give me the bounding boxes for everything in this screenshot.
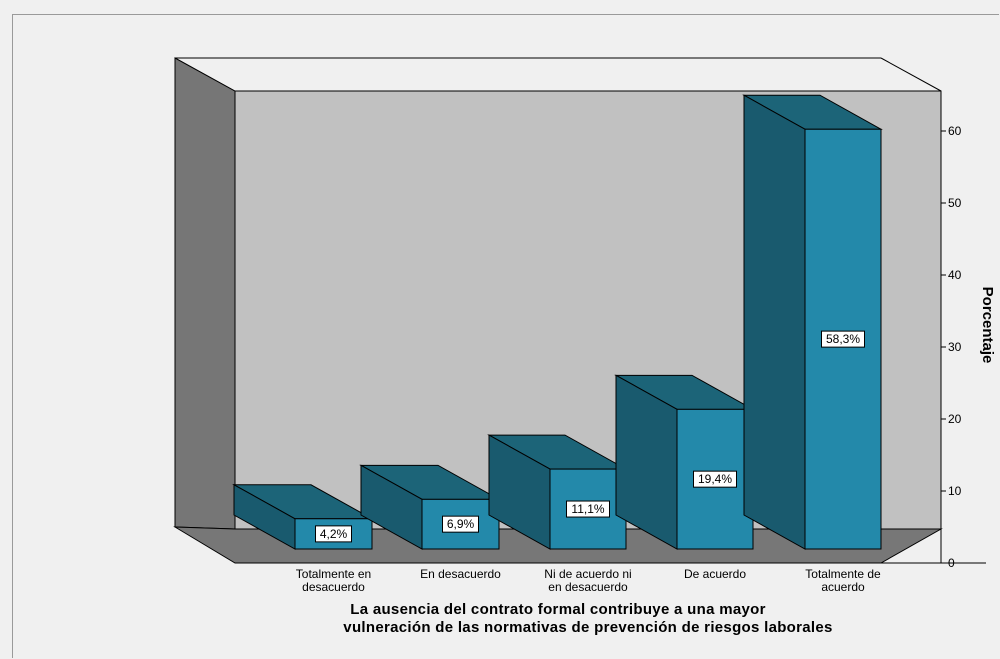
value-label-box-1 [315, 525, 352, 543]
value-label-4: 19,4% [698, 472, 732, 486]
value-label-box-5 [821, 330, 865, 348]
bar-4: 19,4% [614, 374, 755, 550]
value-label-2: 6,9% [447, 517, 475, 531]
x-tick-label-2-1: En desacuerdo [420, 567, 501, 581]
x-tick-label-3-2: en desacuerdo [548, 580, 628, 594]
y-tick-label-10: 10 [948, 484, 962, 498]
value-label-5: 58,3% [826, 332, 860, 346]
x-tick-label-1-1: Totalmente en [296, 567, 371, 581]
bars-group: 4,2% 6,9% 11,1% 19,4% 58,3% [232, 94, 883, 550]
x-tick-label-5-1: Totalmente de [805, 567, 881, 581]
x-tick-label-5-2: acuerdo [821, 580, 865, 594]
chart-frame: 4,2% 6,9% 11,1% 19,4% 58,3% 0 10 20 30 40 50 60 To… [12, 14, 999, 658]
left-wall [174, 57, 236, 530]
x-tick-label-4-1: De acuerdo [684, 567, 746, 581]
bar-3: 11,1% [487, 434, 628, 550]
y-tick-label-50: 50 [948, 196, 962, 210]
y-tick-label-20: 20 [948, 412, 962, 426]
x-axis-title-line-2: vulneración de las normativas de prevenc… [343, 619, 832, 636]
bar-side-5 [743, 94, 806, 550]
value-label-3: 11,1% [571, 502, 604, 516]
bar-1: 4,2% [232, 483, 374, 550]
value-label-box-2 [442, 515, 479, 533]
bar-5: 58,3% [742, 94, 883, 550]
top-right-edge [880, 57, 942, 92]
y-axis-title: Porcentaje [979, 287, 996, 364]
y-tick-label-60: 60 [948, 124, 962, 138]
y-tick-label-30: 30 [948, 340, 962, 354]
value-label-box-4 [693, 470, 737, 488]
value-label-box-3 [566, 500, 610, 518]
y-tick-label-40: 40 [948, 268, 962, 282]
x-tick-label-1-2: desacuerdo [302, 580, 365, 594]
value-label-1: 4,2% [320, 527, 348, 541]
x-tick-label-3-1: Ni de acuerdo ni [544, 567, 631, 581]
x-axis-title-line-1: La ausencia del contrato formal contribu… [350, 601, 765, 618]
